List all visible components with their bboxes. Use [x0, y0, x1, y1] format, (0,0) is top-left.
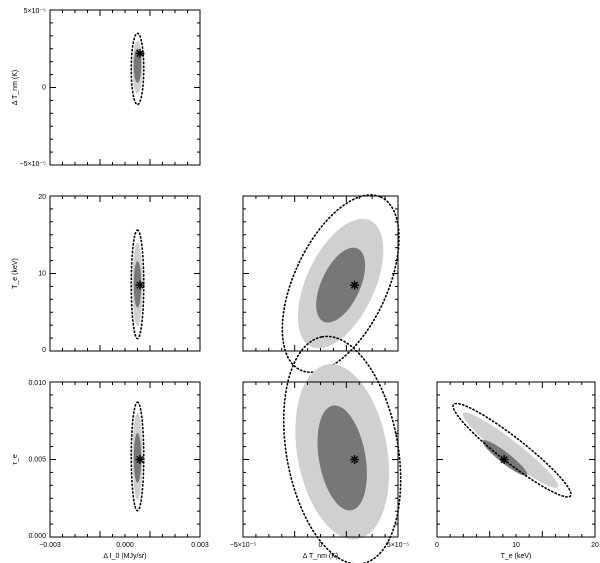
- x-axis-label: T_e (keV): [501, 553, 532, 560]
- fiducial-star-marker: [499, 455, 509, 464]
- y-tick-label: 0: [42, 347, 46, 354]
- contour-outer: [281, 194, 400, 374]
- x-axis-label: Δ T_nm (K): [303, 553, 338, 560]
- contour-inner: [133, 261, 142, 308]
- y-tick-label: −5×10⁻⁵: [20, 161, 47, 168]
- contour-middle: [462, 412, 559, 488]
- panel-r3c3: 0 10 20 T_e (keV): [435, 381, 599, 560]
- panel-r2c1: 20 10 0 T_e (keV): [12, 194, 201, 354]
- x-tick-label: 0: [435, 542, 439, 549]
- axes-frame: [49, 195, 201, 352]
- y-axis-label: Δ T_nm (K): [12, 70, 19, 105]
- contour-outer: [282, 335, 402, 563]
- x-tick-label: 0: [319, 542, 323, 549]
- y-tick-label: 20: [38, 194, 46, 201]
- y-tick-label: 10: [38, 271, 46, 278]
- x-tick-label: 0.003: [191, 542, 209, 549]
- fiducial-star-marker: [135, 48, 145, 58]
- x-tick-label: 10: [512, 542, 520, 549]
- panel-r2c2: [242, 194, 400, 374]
- panel-r1c1: 5×10⁻⁵ 0 −5×10⁻⁵ Δ T_nm (K): [12, 8, 201, 168]
- panel-r3c2: −5×10⁻⁵ 0 5×10⁻⁵ Δ T_nm (K): [230, 335, 409, 563]
- fiducial-star-marker: [350, 280, 360, 290]
- fiducial-star-marker: [350, 455, 360, 464]
- x-tick-label: 5×10⁻⁵: [387, 542, 409, 549]
- fiducial-star-marker: [135, 455, 145, 464]
- contour-outer: [130, 229, 145, 340]
- contour-inner: [317, 405, 367, 511]
- x-tick-label: 20: [591, 542, 599, 549]
- x-tick-label: −0.003: [39, 542, 61, 549]
- y-axis-label: τ_e: [12, 454, 19, 465]
- x-axis-label: Δ I_0 (MJy/sr): [103, 553, 146, 560]
- y-tick-label: 0.000: [28, 533, 46, 540]
- y-tick-label: 0: [42, 85, 46, 92]
- panel-r3c1: 0.010 0.005 0.000 −0.003 0.000 0.003 Δ I_0 (MJ…: [12, 380, 209, 560]
- contour-outer: [130, 401, 145, 512]
- fiducial-star-marker: [135, 280, 145, 290]
- y-axis-label: T_e (keV): [12, 258, 19, 289]
- x-tick-label: 0.000: [116, 542, 134, 549]
- y-tick-label: 0.010: [28, 380, 46, 387]
- axes-frame: [49, 9, 201, 166]
- y-tick-label: 5×10⁻⁵: [24, 8, 46, 15]
- contour-inner: [316, 247, 366, 323]
- axes-frame: [49, 381, 201, 538]
- x-tick-label: −5×10⁻⁵: [230, 542, 257, 549]
- contour-outer: [130, 32, 145, 106]
- y-tick-label: 0.005: [28, 457, 46, 464]
